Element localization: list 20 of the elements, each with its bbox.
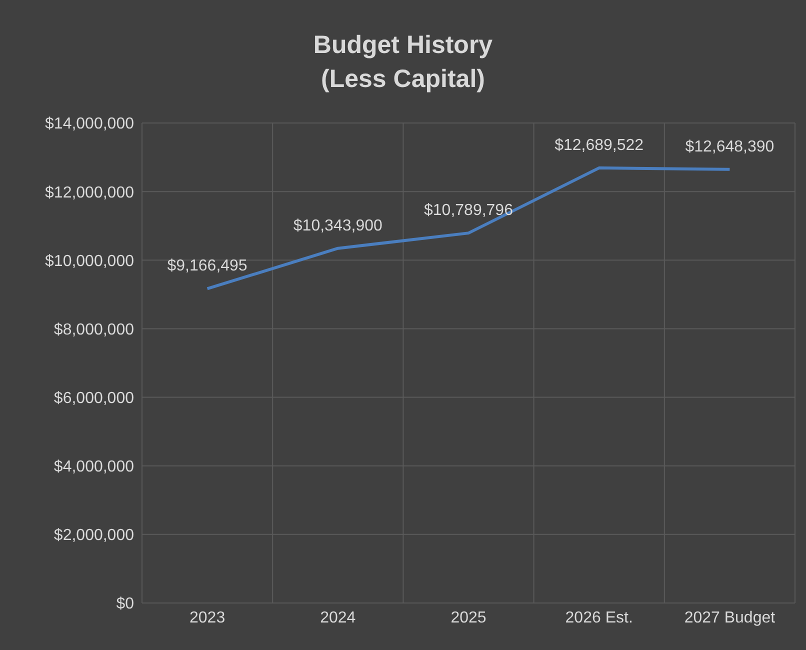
data-label: $9,166,495	[167, 258, 248, 275]
y-tick-label: $10,000,000	[45, 252, 134, 270]
chart-title: Budget History	[312, 30, 494, 61]
data-label: $10,789,796	[424, 202, 514, 220]
chart-subtitle: (Less Capital)	[320, 64, 486, 95]
data-label: $12,689,522	[554, 136, 644, 154]
x-tick-label: 2023	[190, 609, 226, 626]
data-label: $12,648,390	[685, 138, 774, 156]
y-tick-label: $0	[116, 596, 134, 613]
x-tick-label: 2025	[450, 609, 486, 626]
y-tick-label: $14,000,000	[45, 116, 134, 133]
x-tick-label: 2027 Budget	[684, 609, 776, 626]
y-tick-label: $8,000,000	[54, 321, 134, 338]
y-tick-label: $4,000,000	[54, 458, 134, 476]
x-tick-label: 2024	[320, 609, 356, 626]
y-tick-label: $2,000,000	[54, 527, 134, 544]
y-tick-label: $6,000,000	[54, 390, 134, 407]
y-tick-label: $12,000,000	[45, 184, 134, 202]
data-label: $10,343,900	[293, 217, 382, 234]
x-tick-label: 2026 Est.	[565, 609, 633, 626]
